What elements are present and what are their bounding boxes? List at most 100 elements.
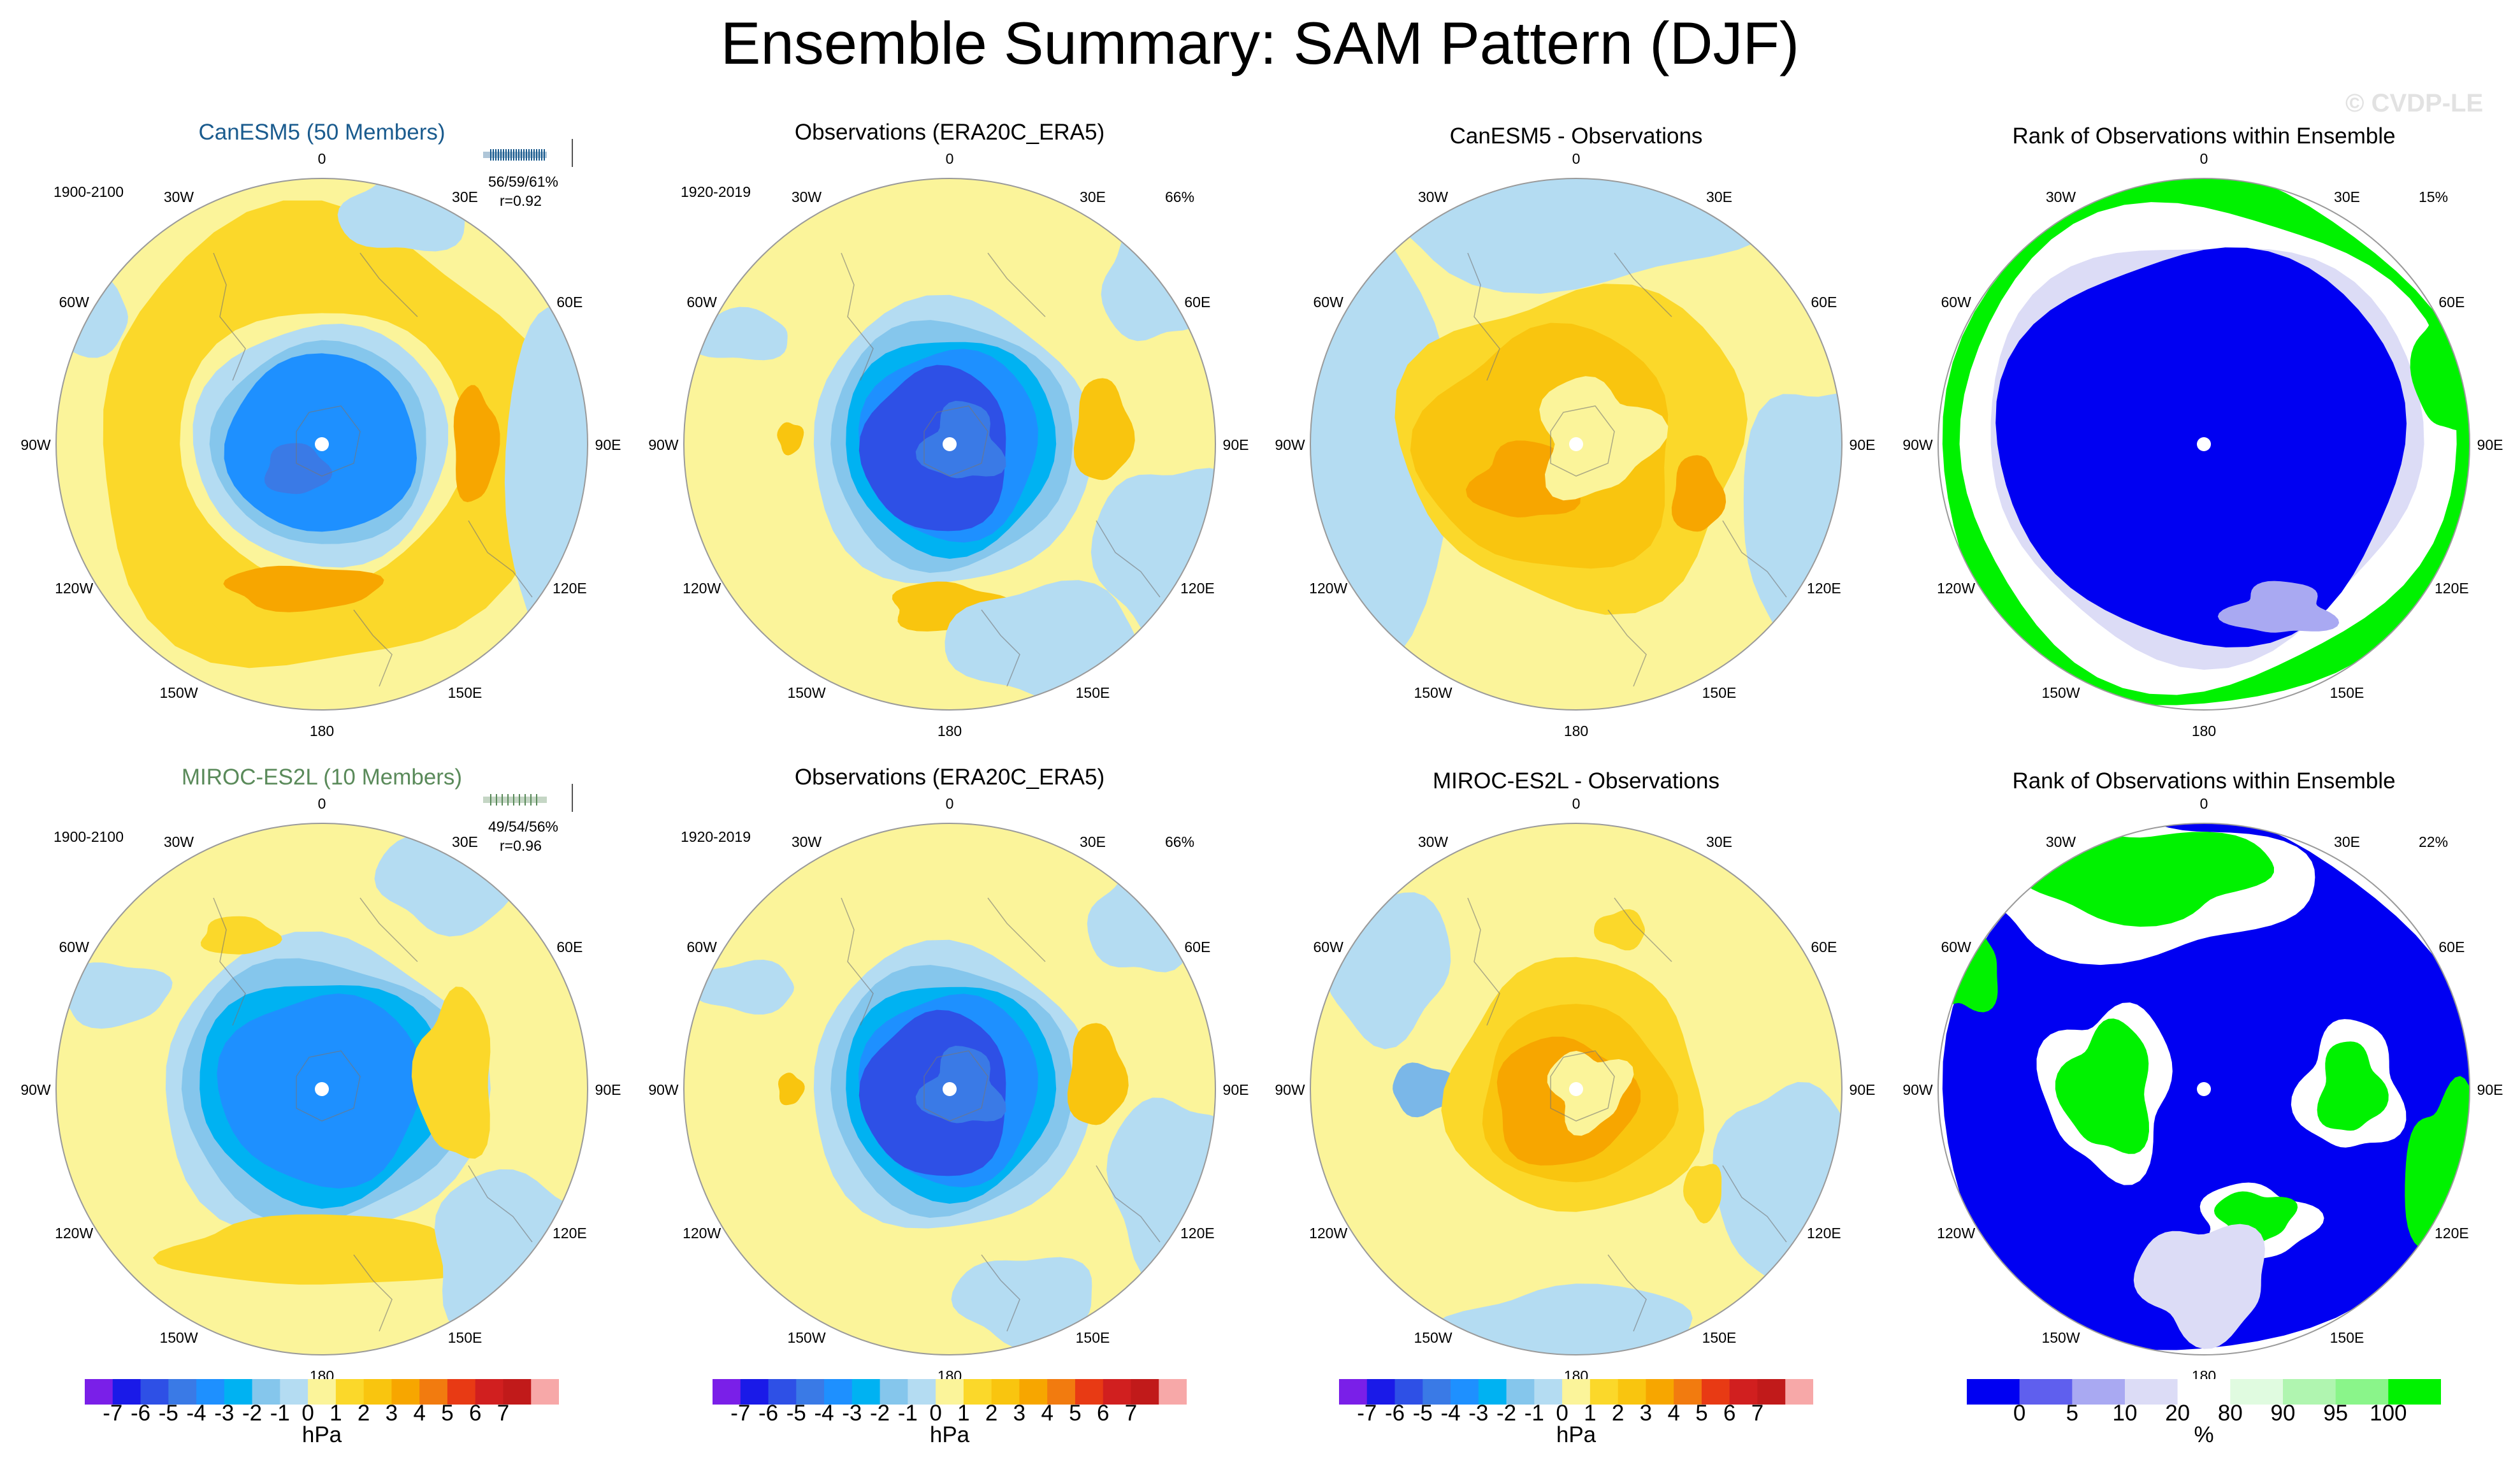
colorbar-swatch: [308, 1379, 337, 1405]
obs-title: Observations (ERA20C_ERA5): [794, 120, 1105, 145]
map-1-2-lon-label: 0: [1572, 795, 1581, 812]
map-0-0-lon-label: 0: [317, 150, 326, 167]
map-0-1-lon-label: 30W: [791, 189, 822, 206]
colorbar-swatch: [531, 1379, 559, 1405]
period-label: 1900-2100: [54, 828, 124, 845]
rank-fill: [1938, 914, 1998, 1013]
colorbar-unit: hPa: [929, 1422, 970, 1447]
map-1-2-lon-label: 60E: [1811, 938, 1837, 955]
rank-1-lon-label: 30W: [2045, 834, 2076, 851]
map-1-0-lon-label: 0: [317, 795, 326, 812]
colorbar-tick: 5: [1069, 1401, 1082, 1426]
contour-fill: [692, 960, 794, 1015]
map-border: [1937, 178, 2470, 711]
map-panel-0-2: [1310, 178, 1843, 711]
colorbar-unit: hPa: [301, 1422, 342, 1447]
colorbar-tick: 5: [441, 1401, 454, 1426]
contour-fill: [778, 1073, 805, 1106]
colorbar-swatch: [768, 1379, 797, 1405]
map-1-1-lon-label: 30W: [791, 834, 822, 851]
colorbar-tick: -4: [814, 1401, 834, 1426]
colorbar-swatch: [796, 1379, 825, 1405]
contour-fill: [915, 401, 1006, 479]
colorbar-tick: -7: [730, 1401, 751, 1426]
colorbar-swatch: [112, 1379, 141, 1405]
rank-0-lon-label: 60E: [2438, 293, 2465, 310]
map-panel-1-1: [683, 823, 1216, 1355]
coastline: [296, 1050, 361, 1122]
colorbar-swatch: [1075, 1379, 1104, 1405]
colorbar-swatch: [2177, 1379, 2231, 1405]
map-1-0-lon-label: 120E: [552, 1224, 587, 1241]
rank-0-lon-label: 0: [2199, 150, 2208, 167]
colorbar-swatch: [2388, 1379, 2441, 1405]
colorbar-swatch: [1967, 1379, 2020, 1405]
coastline: [359, 252, 418, 317]
coastline: [1467, 252, 1500, 381]
colorbar-tick: 3: [385, 1401, 398, 1426]
rank-colorbar: [1967, 1379, 2441, 1405]
map-1-2-lon-label: 90E: [1849, 1081, 1876, 1098]
colorbar-tick: 20: [2165, 1401, 2191, 1426]
rank-1-lon-label: 90W: [1902, 1081, 1933, 1098]
rank-fill: [2055, 1018, 2149, 1154]
map-1-2-lon-label: 150E: [1702, 1329, 1737, 1346]
rank-1-lon-label: 150E: [2329, 1329, 2364, 1346]
colorbar-tick: -7: [103, 1401, 123, 1426]
map-border: [683, 178, 1216, 711]
colorbar-swatch: [1729, 1379, 1758, 1405]
map-1-0-lon-label: 30E: [452, 834, 478, 851]
map-1-1-lon-label: 60W: [686, 938, 717, 955]
coastline: [1614, 252, 1672, 317]
colorbar-tick: 10: [2112, 1401, 2138, 1426]
rank-0-lon-label: 90W: [1902, 437, 1933, 453]
contour-fill: [1547, 1051, 1634, 1136]
colorbar-tick: 6: [468, 1401, 482, 1426]
coastline: [468, 520, 533, 598]
rank-0-lon-label: 180: [2191, 723, 2217, 739]
colorbar-tick: -6: [758, 1401, 779, 1426]
map-panel-0-1: [683, 178, 1216, 711]
map-1-1-lon-label: 60E: [1184, 938, 1211, 955]
coastline: [981, 609, 1020, 687]
map-1-1-lon-label: 0: [945, 795, 954, 812]
pole-marker: [2197, 1082, 2211, 1096]
map-0-0-lon-label: 90E: [595, 437, 621, 453]
colorbar-tick: 6: [1096, 1401, 1110, 1426]
colorbar-swatch: [1131, 1379, 1159, 1405]
map-0-2-lon-label: 30E: [1706, 189, 1732, 206]
colorbar-swatch: [1757, 1379, 1786, 1405]
map-0-0-lon-label: 120W: [55, 579, 94, 596]
rank-0-lon-label: 60W: [1941, 293, 1971, 310]
map-0-1-lon-label: 120W: [683, 579, 721, 596]
colorbar-swatch: [936, 1379, 964, 1405]
colorbar-tick: -2: [242, 1401, 263, 1426]
map-0-0-lon-label: 150W: [159, 684, 198, 701]
colorbar-swatch: [224, 1379, 253, 1405]
coastline: [1722, 1165, 1787, 1243]
map-border: [55, 823, 588, 1355]
coastline: [468, 1165, 533, 1243]
colorbar-swatch: [2335, 1379, 2389, 1405]
colorbar-tick: 95: [2323, 1401, 2349, 1426]
colorbar-tick: 1: [329, 1401, 342, 1426]
colorbar-tick: -5: [786, 1401, 806, 1426]
pole-marker: [943, 437, 957, 451]
rank-summary-pct: 22%: [2419, 834, 2449, 850]
colorbar-swatch: [140, 1379, 169, 1405]
colorbar-swatch: [335, 1379, 365, 1405]
rank-1-lon-label: 90E: [2477, 1081, 2503, 1098]
colorbar-swatch: [1451, 1379, 1479, 1405]
colorbar-tick: -4: [186, 1401, 206, 1426]
map-1-1-lon-label: 150W: [787, 1329, 826, 1346]
colorbar-swatch: [713, 1379, 741, 1405]
map-1-0-lon-label: 90E: [595, 1081, 621, 1098]
map-1-0-lon-label: 150W: [159, 1329, 198, 1346]
colorbar-tick: -5: [1412, 1401, 1433, 1426]
colorbar-swatch: [740, 1379, 769, 1405]
map-1-0-lon-label: 30W: [163, 834, 194, 851]
contour-fill: [453, 385, 500, 502]
colorbar-swatch: [1339, 1379, 1368, 1405]
colorbar-swatch: [1506, 1379, 1535, 1405]
map-border: [683, 823, 1216, 1355]
